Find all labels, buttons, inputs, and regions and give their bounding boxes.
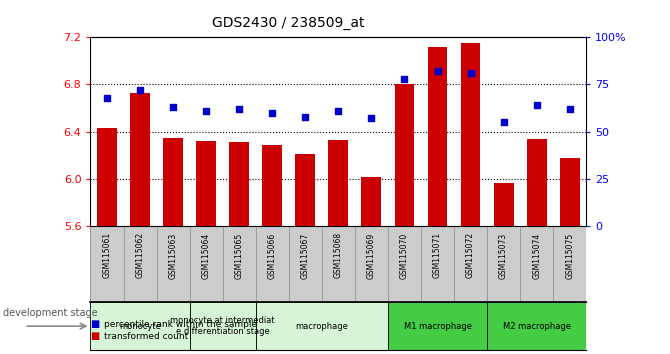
Text: GSM115065: GSM115065 [234, 232, 244, 279]
Point [564, 106, 575, 112]
Text: macrophage: macrophage [295, 322, 348, 331]
Bar [362, 177, 381, 226]
Text: GSM115069: GSM115069 [367, 232, 376, 279]
Text: GSM115067: GSM115067 [301, 232, 310, 279]
Bar [328, 140, 348, 226]
Bar [388, 302, 487, 350]
Text: GSM115066: GSM115066 [268, 232, 277, 279]
Bar [256, 302, 388, 350]
Text: GSM115075: GSM115075 [565, 232, 574, 279]
Bar [263, 145, 282, 226]
Text: GSM115073: GSM115073 [499, 232, 508, 279]
Bar [487, 302, 586, 350]
Bar [163, 138, 183, 226]
Point [366, 116, 377, 121]
Bar [395, 85, 414, 226]
Text: ■: ■ [90, 319, 100, 329]
Text: GSM115063: GSM115063 [169, 232, 178, 279]
Text: ■: ■ [90, 331, 100, 341]
Point [267, 110, 277, 116]
Point [399, 76, 410, 81]
Bar [229, 142, 249, 226]
Text: GSM115061: GSM115061 [103, 232, 111, 278]
Text: GSM115068: GSM115068 [334, 232, 343, 278]
Point [102, 95, 113, 101]
Bar [190, 302, 256, 350]
Bar [527, 139, 547, 226]
Bar [427, 47, 448, 226]
Point [234, 106, 245, 112]
Text: GDS2430 / 238509_at: GDS2430 / 238509_at [212, 16, 364, 30]
Bar [97, 128, 117, 226]
Point [465, 70, 476, 76]
Text: GSM115071: GSM115071 [433, 232, 442, 278]
Text: percentile rank within the sample: percentile rank within the sample [104, 320, 257, 329]
Text: GSM115074: GSM115074 [532, 232, 541, 279]
Text: transformed count: transformed count [104, 332, 188, 341]
Text: GSM115070: GSM115070 [400, 232, 409, 279]
Text: monocyte: monocyte [119, 322, 161, 331]
Text: monocyte at intermediat
e differentiation stage: monocyte at intermediat e differentiatio… [170, 316, 275, 336]
Point [498, 119, 509, 125]
Bar [560, 158, 580, 226]
Text: development stage: development stage [3, 308, 98, 318]
Point [333, 108, 344, 114]
Text: M1 macrophage: M1 macrophage [403, 322, 472, 331]
Point [168, 104, 178, 110]
Bar [494, 183, 513, 226]
Point [135, 87, 145, 93]
Bar [461, 43, 480, 226]
Bar [295, 154, 315, 226]
Bar [196, 141, 216, 226]
Bar [90, 302, 190, 350]
Point [201, 108, 212, 114]
Point [300, 114, 311, 119]
Text: GSM115062: GSM115062 [135, 232, 145, 278]
Text: GSM115072: GSM115072 [466, 232, 475, 278]
Text: M2 macrophage: M2 macrophage [502, 322, 571, 331]
Point [432, 68, 443, 74]
Point [531, 102, 542, 108]
Bar [130, 93, 150, 226]
Text: GSM115064: GSM115064 [202, 232, 210, 279]
